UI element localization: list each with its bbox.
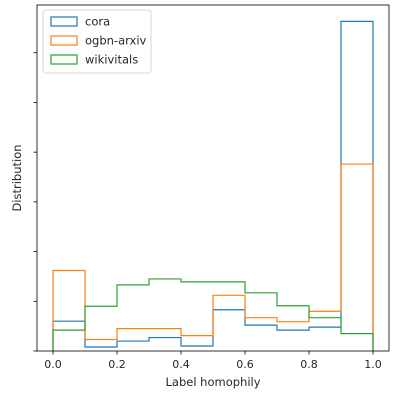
axes-frame — [36, 4, 390, 352]
histogram-bar — [213, 282, 245, 351]
y-axis-label: Distribution — [10, 144, 24, 211]
histogram-bar — [341, 334, 373, 351]
histogram-bar — [213, 310, 245, 351]
histogram-bar — [245, 293, 277, 351]
x-tick-label: 1.0 — [364, 358, 382, 371]
histogram-bar — [117, 341, 149, 351]
histogram-bar — [53, 330, 85, 351]
histogram-bar — [85, 306, 117, 351]
legend-swatch — [50, 35, 78, 46]
histogram-bar — [149, 338, 181, 351]
histogram-bar — [245, 325, 277, 351]
histogram-bar — [277, 322, 309, 351]
legend-swatch — [50, 54, 78, 65]
legend-label: ogbn-arxiv — [85, 34, 147, 48]
x-tick-label: 0.2 — [108, 358, 126, 371]
histogram-bar — [277, 306, 309, 351]
x-tick-label: 0.8 — [300, 358, 318, 371]
histogram-bar — [245, 318, 277, 351]
legend-swatch — [50, 16, 78, 27]
legend-label: cora — [85, 15, 110, 29]
histogram-bar — [53, 321, 85, 351]
x-tick-label: 0.0 — [44, 358, 62, 371]
x-tick-label: 0.4 — [172, 358, 190, 371]
legend-label: wikivitals — [85, 53, 138, 67]
histogram-bar — [181, 282, 213, 351]
x-axis-label: Label homophily — [165, 375, 260, 389]
histogram-bar — [309, 327, 341, 351]
histogram-bar — [149, 279, 181, 351]
x-tick-label: 0.6 — [236, 358, 254, 371]
histogram-bar — [341, 21, 373, 351]
histogram-bar — [181, 336, 213, 351]
legend: cora ogbn-arxiv wikivitals — [42, 9, 152, 74]
series-ogbn-arxiv-outline — [52, 163, 374, 351]
histogram-bar — [53, 270, 85, 351]
histogram-bar — [149, 329, 181, 351]
series-wikivitals-outline — [52, 278, 374, 351]
x-axis: 0.0 0.2 0.4 0.6 0.8 1.0 — [44, 351, 382, 371]
histogram-bar — [277, 330, 309, 351]
histogram-bar — [181, 346, 213, 351]
histogram-bar — [341, 164, 373, 351]
series-layer — [52, 20, 374, 351]
y-axis — [33, 52, 37, 352]
histogram-bar — [213, 295, 245, 351]
histogram-bar — [309, 318, 341, 351]
histogram-bar — [85, 340, 117, 351]
histogram-bar — [117, 329, 149, 351]
